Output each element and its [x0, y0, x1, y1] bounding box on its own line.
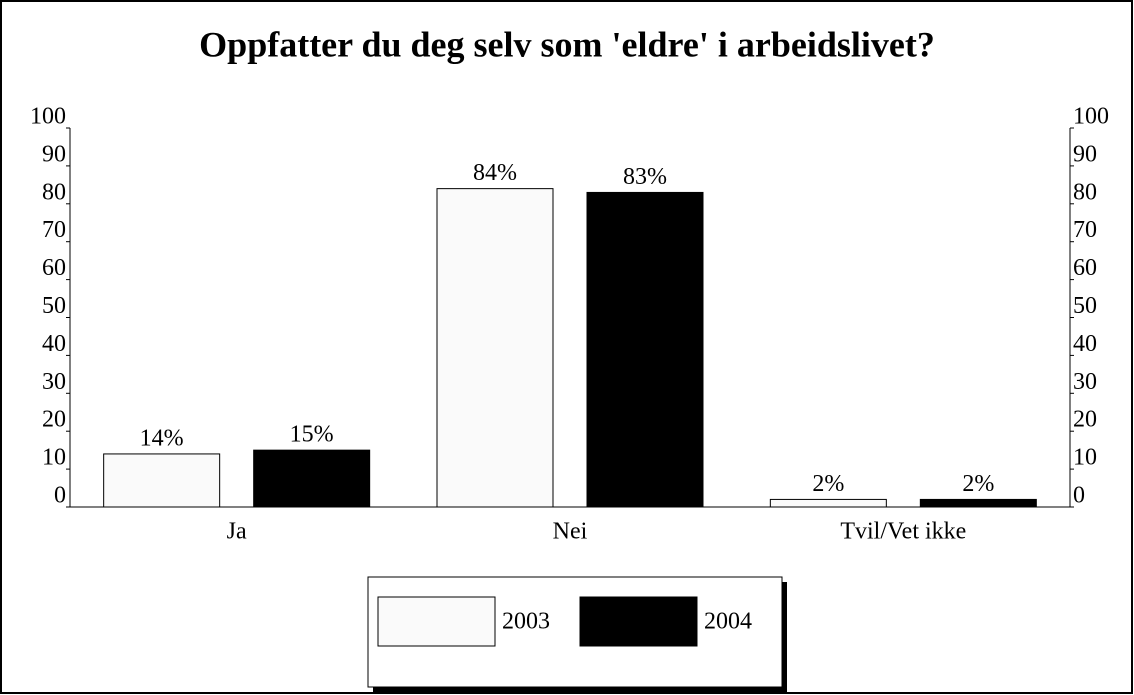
y-tick-label: 70 — [42, 217, 66, 243]
legend-swatch — [579, 596, 698, 647]
y2-tick-label: 70 — [1073, 217, 1097, 243]
bar — [586, 191, 704, 508]
bar — [436, 188, 554, 508]
value-label: 2% — [812, 471, 844, 497]
x-tick-label: Nei — [553, 519, 588, 545]
x-tick-label: Ja — [227, 519, 247, 545]
y2-tick-label: 90 — [1073, 141, 1097, 167]
y-tick-label: 50 — [42, 293, 66, 319]
y-tick-label: 0 — [54, 483, 66, 509]
y-tick-label: 20 — [42, 407, 66, 433]
y2-tick-label: 20 — [1073, 407, 1097, 433]
y2-tick-label: 10 — [1073, 445, 1097, 471]
y-tick-label: 10 — [42, 445, 66, 471]
y-tick-label: 80 — [42, 179, 66, 205]
legend-label: 2004 — [704, 609, 752, 635]
bar — [103, 453, 221, 508]
bar — [253, 449, 371, 508]
bar — [769, 498, 887, 508]
y2-tick-label: 40 — [1073, 331, 1097, 357]
value-label: 15% — [290, 422, 334, 448]
value-label: 14% — [140, 425, 184, 451]
value-label: 2% — [962, 471, 994, 497]
y2-tick-label: 0 — [1073, 483, 1085, 509]
chart-title: Oppfatter du deg selv som 'eldre' i arbe… — [199, 24, 935, 64]
y2-tick-label: 50 — [1073, 293, 1097, 319]
y-tick-label: 60 — [42, 255, 66, 281]
y2-tick-label: 100 — [1073, 104, 1109, 130]
y2-tick-label: 60 — [1073, 255, 1097, 281]
y-tick-label: 40 — [42, 331, 66, 357]
y-tick-label: 90 — [42, 141, 66, 167]
y2-tick-label: 80 — [1073, 179, 1097, 205]
value-label: 83% — [623, 164, 667, 190]
bar — [919, 498, 1037, 508]
legend-label: 2003 — [502, 609, 550, 635]
x-tick-label: Tvil/Vet ikke — [840, 519, 966, 545]
y-tick-label: 30 — [42, 369, 66, 395]
legend-swatch — [377, 596, 496, 647]
y-tick-label: 100 — [30, 104, 66, 130]
value-label: 84% — [473, 160, 517, 186]
y2-tick-label: 30 — [1073, 369, 1097, 395]
